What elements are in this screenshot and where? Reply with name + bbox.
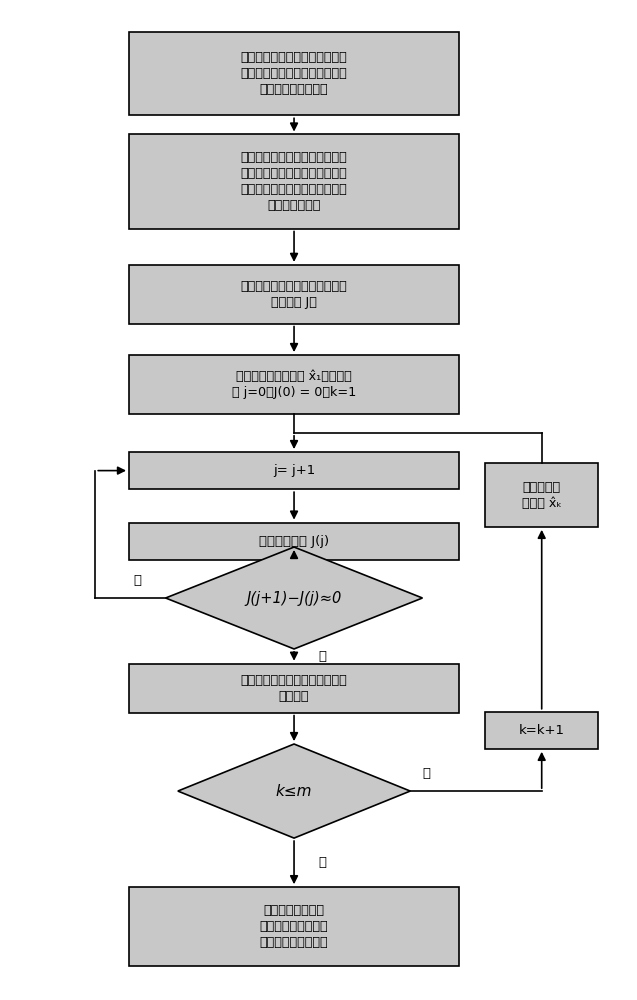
FancyBboxPatch shape bbox=[129, 355, 459, 414]
Text: k≤m: k≤m bbox=[276, 784, 312, 799]
Text: J(j+1)−J(j)≈0: J(j+1)−J(j)≈0 bbox=[247, 590, 341, 605]
FancyBboxPatch shape bbox=[485, 712, 598, 749]
Text: 否: 否 bbox=[133, 574, 141, 587]
FancyBboxPatch shape bbox=[129, 134, 459, 229]
Text: 构造基于非线性最小二乘准则的
代价函数 J；: 构造基于非线性最小二乘准则的 代价函数 J； bbox=[241, 280, 347, 309]
Text: 是: 是 bbox=[422, 767, 431, 780]
Text: 存储与该初始位置相对应的最小
代价函数: 存储与该初始位置相对应的最小 代价函数 bbox=[241, 674, 347, 703]
Text: j= j+1: j= j+1 bbox=[273, 464, 315, 477]
Text: 设置目标的初始位置 x̂₁，迭代次
数 j=0，J(0) = 0，k=1: 设置目标的初始位置 x̂₁，迭代次 数 j=0，J(0) = 0，k=1 bbox=[232, 370, 356, 399]
FancyBboxPatch shape bbox=[129, 32, 459, 115]
Text: 是: 是 bbox=[318, 650, 327, 663]
Text: 将相邻无源接收装置测量得到的
峰值信号到达时刻进行相减，得
到由相邻无源接收装置间的扫描
时延组成的矢量: 将相邻无源接收装置测量得到的 峰值信号到达时刻进行相减，得 到由相邻无源接收装置… bbox=[241, 151, 347, 212]
Polygon shape bbox=[178, 744, 410, 838]
FancyBboxPatch shape bbox=[129, 265, 459, 324]
Text: 重设目标初
始位置 x̂ₖ: 重设目标初 始位置 x̂ₖ bbox=[522, 481, 562, 510]
Text: 否: 否 bbox=[318, 856, 327, 869]
Text: 多个无源接收装置对待测雷达的
主瓣峰值波束辐射信号的到达时
刻信息进行精确测量: 多个无源接收装置对待测雷达的 主瓣峰值波束辐射信号的到达时 刻信息进行精确测量 bbox=[241, 51, 347, 96]
FancyBboxPatch shape bbox=[129, 664, 459, 713]
FancyBboxPatch shape bbox=[129, 523, 459, 560]
FancyBboxPatch shape bbox=[129, 887, 459, 966]
Text: 计算代价函数 J(j): 计算代价函数 J(j) bbox=[259, 535, 329, 548]
FancyBboxPatch shape bbox=[485, 463, 598, 527]
Text: k=k+1: k=k+1 bbox=[519, 724, 565, 737]
Polygon shape bbox=[166, 547, 422, 649]
Text: 求所有初值设置中
使得代价函数最小所
对应的目标位置参数: 求所有初值设置中 使得代价函数最小所 对应的目标位置参数 bbox=[260, 904, 328, 949]
FancyBboxPatch shape bbox=[129, 452, 459, 489]
